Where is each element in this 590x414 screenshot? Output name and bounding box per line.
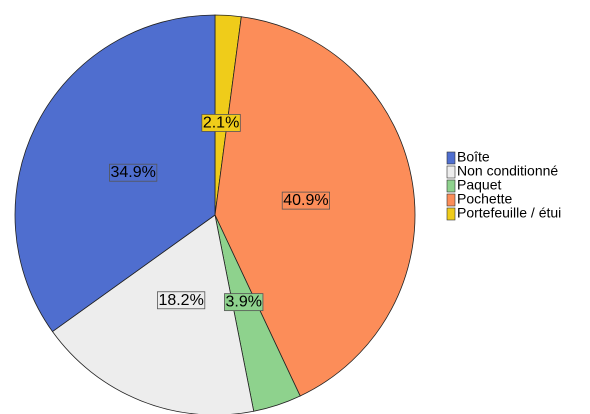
label-box <box>224 293 264 312</box>
legend-swatch <box>446 179 456 193</box>
slice-label: 3.9% <box>224 293 264 312</box>
data-label: 3.9% <box>225 294 261 311</box>
legend-label: Pochette <box>457 191 512 207</box>
label-box <box>281 191 330 210</box>
legend-label: Portefeuille / étui <box>457 205 561 221</box>
legend-label: Boîte <box>457 149 490 165</box>
label-box <box>157 291 206 310</box>
legend-swatch <box>446 193 456 207</box>
pie-slice <box>51 214 255 414</box>
legend-swatch <box>446 165 456 179</box>
slice-label: 18.2% <box>157 291 206 310</box>
legend-swatch <box>446 207 456 221</box>
slice-label: 40.9% <box>281 191 330 210</box>
data-label: 34.9% <box>110 164 155 181</box>
data-label: 18.2% <box>158 292 203 309</box>
label-box <box>109 163 158 182</box>
slice-label: 2.1% <box>201 114 241 132</box>
slice-label: 34.9% <box>109 163 158 182</box>
data-label: 2.1% <box>203 114 239 131</box>
label-box <box>201 114 241 132</box>
legend-swatch <box>446 151 456 165</box>
legend-label: Paquet <box>457 177 501 193</box>
data-label: 40.9% <box>283 192 328 209</box>
legend-label: Non conditionné <box>457 163 558 179</box>
